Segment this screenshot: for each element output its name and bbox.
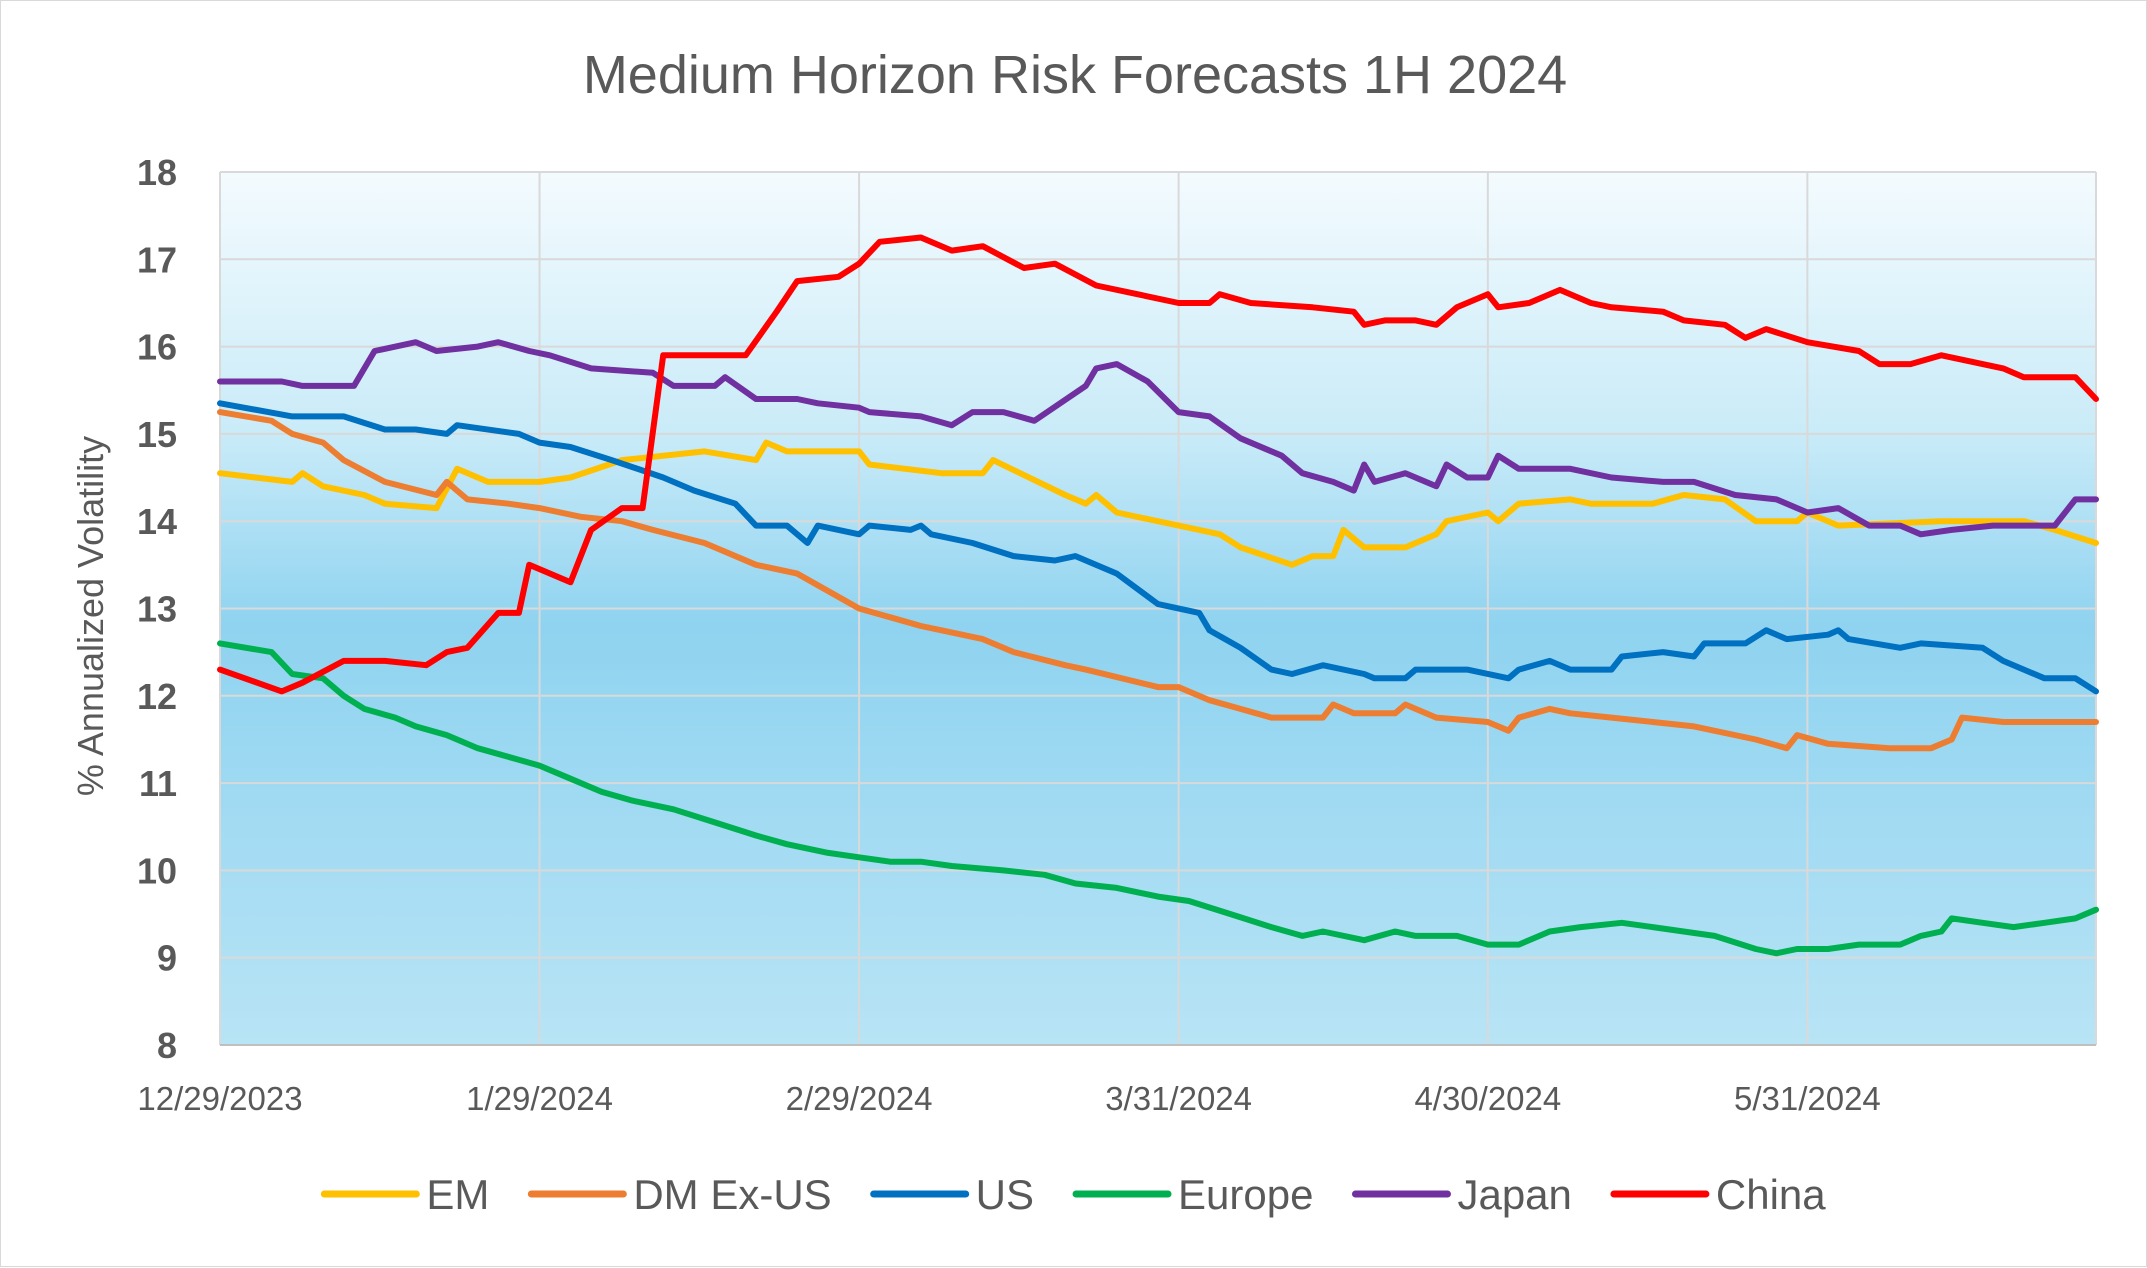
x-tick-label: 5/31/2024: [1734, 1080, 1881, 1117]
legend-entry: China: [1610, 1171, 1826, 1218]
legend-label: China: [1716, 1171, 1826, 1218]
y-tick-label: 9: [157, 938, 177, 979]
x-axis-ticks: 12/29/2023 1/29/2024 2/29/2024 3/31/2024 4/3…: [137, 1080, 1880, 1117]
series-line-5: [217, 234, 2099, 695]
y-tick-label: 13: [137, 589, 177, 630]
legend: EM DM Ex-US US Europe Japan China: [320, 1171, 1826, 1218]
x-tick-label: 1/29/2024: [466, 1080, 613, 1117]
y-axis-label: % Annualized Volatility: [70, 436, 111, 796]
series-line-4: [217, 339, 2099, 538]
y-tick-label: 14: [137, 501, 177, 542]
x-tick-label: 12/29/2023: [137, 1080, 302, 1117]
y-tick-label: 11: [139, 763, 177, 804]
legend-entry: DM Ex-US: [527, 1171, 832, 1218]
y-tick-label: 12: [137, 676, 177, 717]
series-line-3: [217, 640, 2099, 957]
x-tick-label: 2/29/2024: [786, 1080, 933, 1117]
y-axis-ticks: 8 9 10 11 12 13 14 15 16 17 18: [137, 152, 177, 1066]
series-line-0: [217, 439, 2099, 568]
chart-title: Medium Horizon Risk Forecasts 1H 2024: [583, 45, 1567, 105]
legend-label: DM Ex-US: [633, 1171, 831, 1218]
y-tick-label: 8: [157, 1025, 177, 1066]
legend-entry: Japan: [1351, 1171, 1572, 1218]
legend-entry: Europe: [1072, 1171, 1313, 1218]
x-tick-label: 3/31/2024: [1105, 1080, 1252, 1117]
legend-label: US: [976, 1171, 1034, 1218]
series-line-2: [217, 400, 2099, 695]
y-tick-label: 18: [137, 152, 177, 193]
y-tick-label: 15: [137, 414, 177, 455]
legend-entry: US: [870, 1171, 1034, 1218]
x-tick-label: 4/30/2024: [1414, 1080, 1561, 1117]
legend-label: EM: [426, 1171, 489, 1218]
y-tick-label: 10: [137, 850, 177, 891]
legend-entry: EM: [320, 1171, 489, 1218]
series-line-1: [217, 409, 2099, 752]
legend-label: Japan: [1457, 1171, 1571, 1218]
y-tick-label: 16: [137, 327, 177, 368]
series-layer: [217, 234, 2099, 957]
legend-label: Europe: [1178, 1171, 1313, 1218]
y-tick-label: 17: [137, 239, 177, 280]
